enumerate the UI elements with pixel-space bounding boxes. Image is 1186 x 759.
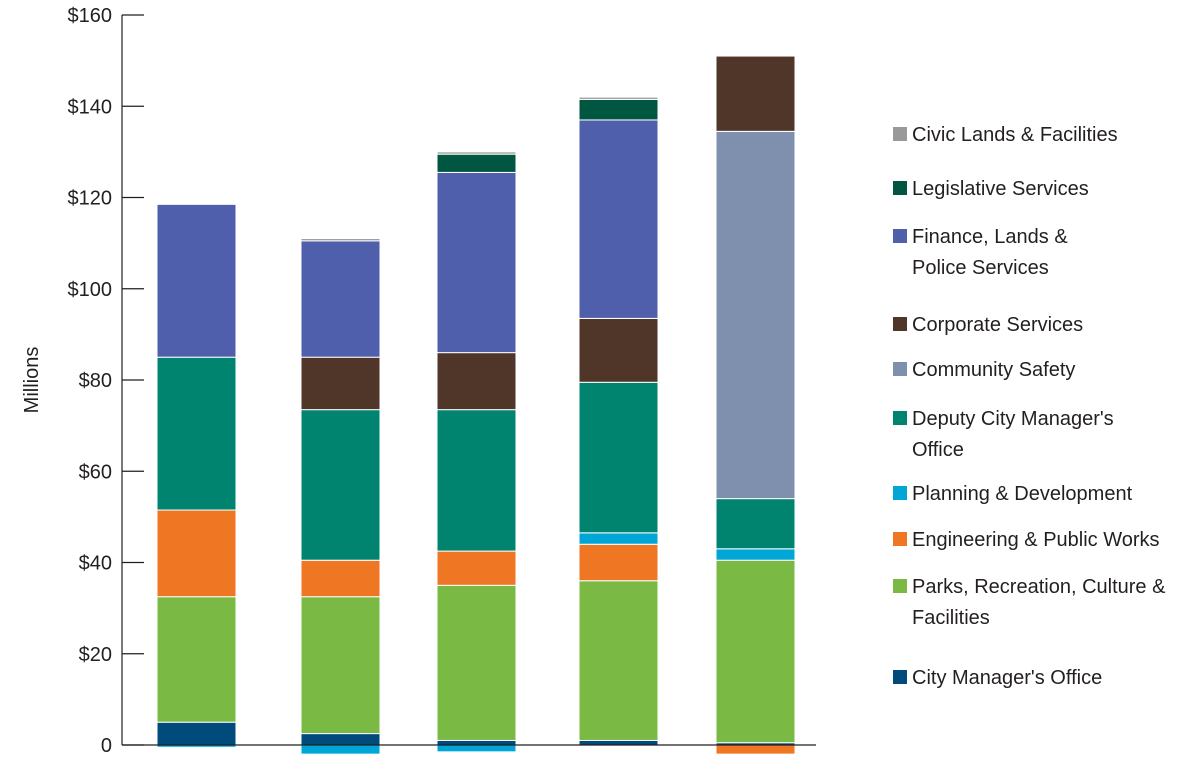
- legend-label: Parks, Recreation, Culture &: [912, 576, 1166, 598]
- legend-swatch: [893, 229, 907, 243]
- bar-segment: [300, 240, 381, 358]
- legend-swatch: [893, 362, 907, 376]
- legend-swatch: [893, 127, 907, 141]
- y-tick-label: $20: [79, 644, 112, 666]
- legend-item: Finance, Lands & Police Services: [893, 226, 1068, 279]
- y-tick-label: $100: [68, 279, 113, 301]
- legend-label: Engineering & Public Works: [912, 529, 1160, 551]
- y-tick-label: $80: [79, 370, 112, 392]
- bar-stack: [715, 55, 796, 755]
- bar-segment: [578, 96, 659, 100]
- legend-swatch: [893, 579, 907, 593]
- legend-label: Finance, Lands &: [912, 226, 1068, 248]
- y-tick-label: $120: [68, 188, 113, 210]
- bar-segment: [436, 151, 517, 155]
- bar-segment: [578, 381, 659, 534]
- bar-segment: [156, 509, 237, 598]
- legend-swatch: [893, 181, 907, 195]
- bar-segment: [715, 548, 796, 561]
- bar-segment: [436, 739, 517, 746]
- legend-label: Facilities: [912, 607, 990, 629]
- legend-item: Engineering & Public Works: [893, 529, 1160, 551]
- legend-item: Planning & Development: [893, 483, 1133, 505]
- bar-segment: [300, 409, 381, 561]
- legend-label: Community Safety: [912, 359, 1075, 381]
- bar-segment: [715, 744, 796, 755]
- bar-segment: [578, 532, 659, 545]
- y-axis: 0 $20 $40 $60 $80 $100 $120 $140 $160: [68, 5, 144, 757]
- legend-label: Legislative Services: [912, 178, 1089, 200]
- y-tick-label: $160: [68, 5, 113, 27]
- y-tick-label: 0: [101, 735, 112, 757]
- legend-label: Civic Lands & Facilities: [912, 124, 1118, 146]
- legend-swatch: [893, 317, 907, 331]
- bars: [156, 55, 796, 755]
- legend-label: City Manager's Office: [912, 667, 1102, 689]
- bar-segment: [156, 721, 237, 746]
- legend-label: Police Services: [912, 257, 1049, 279]
- bar-segment: [578, 317, 659, 383]
- bar-segment: [715, 498, 796, 550]
- legend-item: Deputy City Manager's Office: [893, 408, 1114, 461]
- bar-segment: [578, 580, 659, 741]
- legend-item: Civic Lands & Facilities: [893, 124, 1118, 146]
- legend-label: Office: [912, 439, 964, 461]
- bar-segment: [578, 98, 659, 121]
- bar-segment: [300, 733, 381, 746]
- bar-segment: [578, 119, 659, 319]
- bar-segment: [578, 739, 659, 746]
- y-tick-label: $60: [79, 461, 112, 483]
- bar-segment: [156, 203, 237, 358]
- bar-segment: [436, 409, 517, 552]
- bar-segment: [300, 559, 381, 598]
- legend-item: City Manager's Office: [893, 667, 1102, 689]
- bar-stack: [156, 203, 237, 748]
- bar-stack: [436, 151, 517, 753]
- bar-segment: [300, 238, 381, 242]
- bar-segment: [436, 352, 517, 411]
- bar-segment: [436, 744, 517, 753]
- legend-label: Planning & Development: [912, 483, 1133, 505]
- y-axis-title: Millions: [21, 347, 43, 414]
- bar-segment: [156, 596, 237, 723]
- bar-segment: [715, 55, 796, 132]
- bar-segment: [436, 550, 517, 586]
- legend-item: Legislative Services: [893, 178, 1089, 200]
- bar-segment: [578, 543, 659, 582]
- legend-swatch: [893, 486, 907, 500]
- bar-segment: [436, 153, 517, 173]
- y-tick-label: $140: [68, 96, 113, 118]
- bar-segment: [715, 130, 796, 500]
- bar-segment: [436, 584, 517, 741]
- bar-segment: [300, 744, 381, 755]
- bar-segment: [715, 559, 796, 744]
- bar-stack: [300, 238, 381, 755]
- legend-item: Corporate Services: [893, 314, 1083, 336]
- legend-swatch: [893, 532, 907, 546]
- bar-stack: [578, 96, 659, 746]
- y-tick-label: $40: [79, 553, 112, 575]
- legend-label: Deputy City Manager's: [912, 408, 1114, 430]
- legend-swatch: [893, 670, 907, 684]
- bar-segment: [436, 171, 517, 354]
- bar-segment: [156, 356, 237, 511]
- legend-label: Corporate Services: [912, 314, 1083, 336]
- bar-segment: [300, 356, 381, 411]
- bar-segment: [300, 596, 381, 735]
- legend: Civic Lands & Facilities Legislative Serv…: [893, 124, 1166, 689]
- legend-item: Community Safety: [893, 359, 1075, 381]
- legend-swatch: [893, 411, 907, 425]
- legend-item: Parks, Recreation, Culture & Facilities: [893, 576, 1166, 629]
